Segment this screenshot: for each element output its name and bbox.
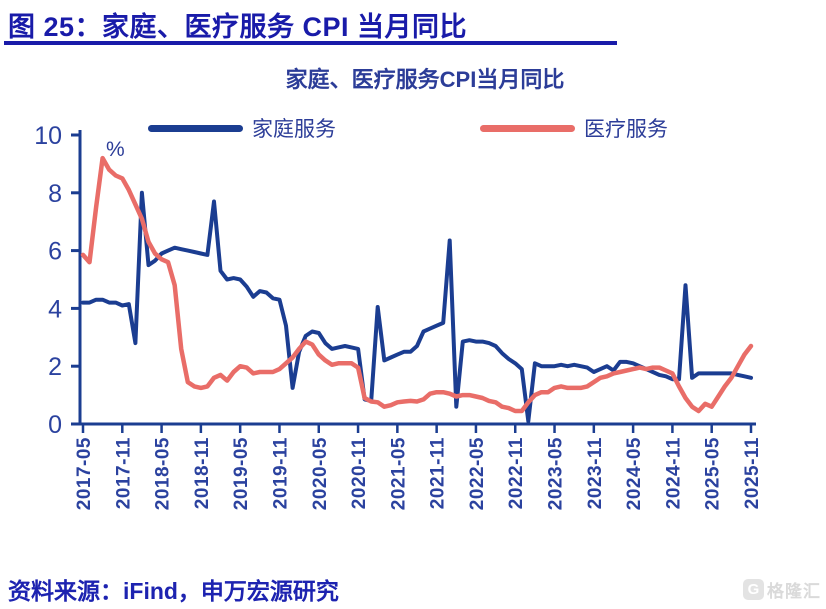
- medical-series-swatch: [480, 124, 575, 132]
- legend-label-household: 家庭服务: [252, 118, 336, 141]
- x-tick-label: 2019-05: [231, 437, 252, 510]
- y-tick-label: 0: [48, 411, 62, 439]
- x-tick-label: 2020-05: [310, 437, 331, 510]
- x-tick-label: 2019-11: [270, 437, 291, 509]
- x-tick-label: 2020-11: [349, 437, 370, 509]
- x-tick-label: 2024-11: [663, 437, 684, 509]
- medical-services-series: [80, 155, 754, 414]
- chart-legend: 家庭服务 医疗服务: [148, 113, 668, 143]
- x-tick-label: 2017-05: [74, 437, 95, 510]
- figure-header: 图 25：家庭、医疗服务 CPI 当月同比: [8, 12, 468, 42]
- x-tick-label: 2018-11: [192, 437, 213, 509]
- x-tick-label: 2023-05: [546, 437, 567, 510]
- legend-item-medical: 医疗服务: [480, 113, 668, 143]
- x-tick-label: 2024-05: [624, 437, 645, 510]
- x-tick-label: 2022-05: [467, 437, 488, 510]
- y-tick-label: 6: [48, 238, 62, 266]
- chart-title: 家庭、医疗服务CPI当月同比: [285, 67, 565, 92]
- household-series-swatch: [148, 124, 243, 132]
- x-tick-label: 2021-11: [428, 437, 449, 509]
- x-tick-label: 2017-11: [113, 437, 134, 509]
- y-tick-label: 2: [48, 353, 62, 381]
- unit-label: %: [106, 138, 125, 161]
- legend-label-medical: 医疗服务: [584, 118, 668, 141]
- gelonghui-logo-icon: G: [743, 579, 764, 600]
- x-tick-label: 2023-11: [585, 437, 606, 509]
- y-tick-label: 4: [48, 295, 62, 323]
- header-underline: [4, 41, 617, 45]
- x-tick-label: 2022-11: [506, 437, 527, 509]
- x-tick-label: 2025-11: [742, 437, 763, 509]
- x-tick-label: 2018-05: [153, 437, 174, 510]
- x-tick-label: 2025-05: [703, 437, 724, 510]
- watermark: G 格隆汇: [743, 577, 821, 602]
- watermark-text: 格隆汇: [767, 582, 821, 601]
- household-services-series: [81, 190, 753, 424]
- legend-item-household: 家庭服务: [148, 113, 336, 143]
- x-tick-label: 2021-05: [388, 437, 409, 510]
- y-tick-label: 8: [48, 180, 62, 208]
- y-tick-label: 10: [34, 122, 62, 150]
- source-note: 资料来源：iFind，申万宏源研究: [8, 578, 339, 604]
